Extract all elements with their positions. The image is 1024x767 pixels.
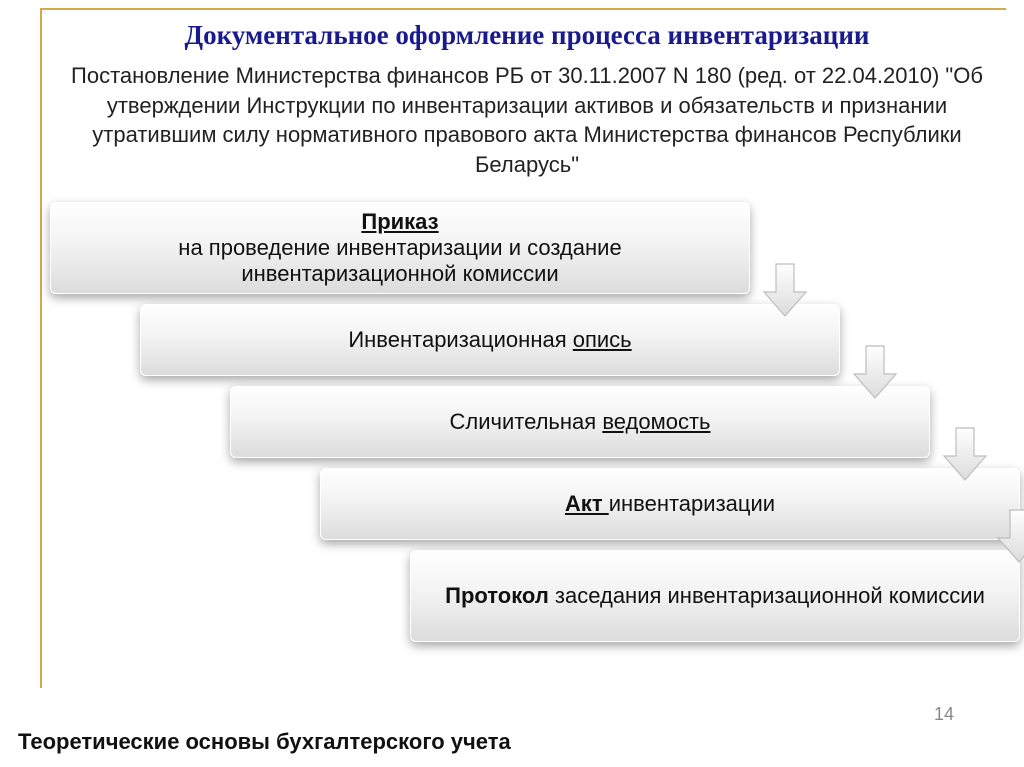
frame-left: [40, 8, 42, 688]
flow-arrow-2: [852, 344, 898, 400]
flow-step-3: Сличительная ведомость: [230, 386, 930, 458]
frame-top: [40, 8, 1006, 10]
page-subtitle: Постановление Министерства финансов РБ о…: [70, 61, 984, 180]
flow-step-5: Протокол заседания инвентаризационной ко…: [410, 550, 1020, 642]
flow-arrow-1: [762, 262, 808, 318]
footer-text: Теоретические основы бухгалтерского учет…: [18, 729, 511, 755]
content-area: Документальное оформление процесса инвен…: [60, 20, 994, 202]
page-title: Документальное оформление процесса инвен…: [60, 20, 994, 51]
flow-step-1: Приказна проведение инвентаризации и соз…: [50, 202, 750, 294]
flow-step-4: Акт инвентаризации: [320, 468, 1020, 540]
flow-arrow-3: [942, 426, 988, 482]
flow-arrow-4: [996, 508, 1024, 564]
page-number: 14: [934, 704, 954, 725]
flow-step-2: Инвентаризационная опись: [140, 304, 840, 376]
